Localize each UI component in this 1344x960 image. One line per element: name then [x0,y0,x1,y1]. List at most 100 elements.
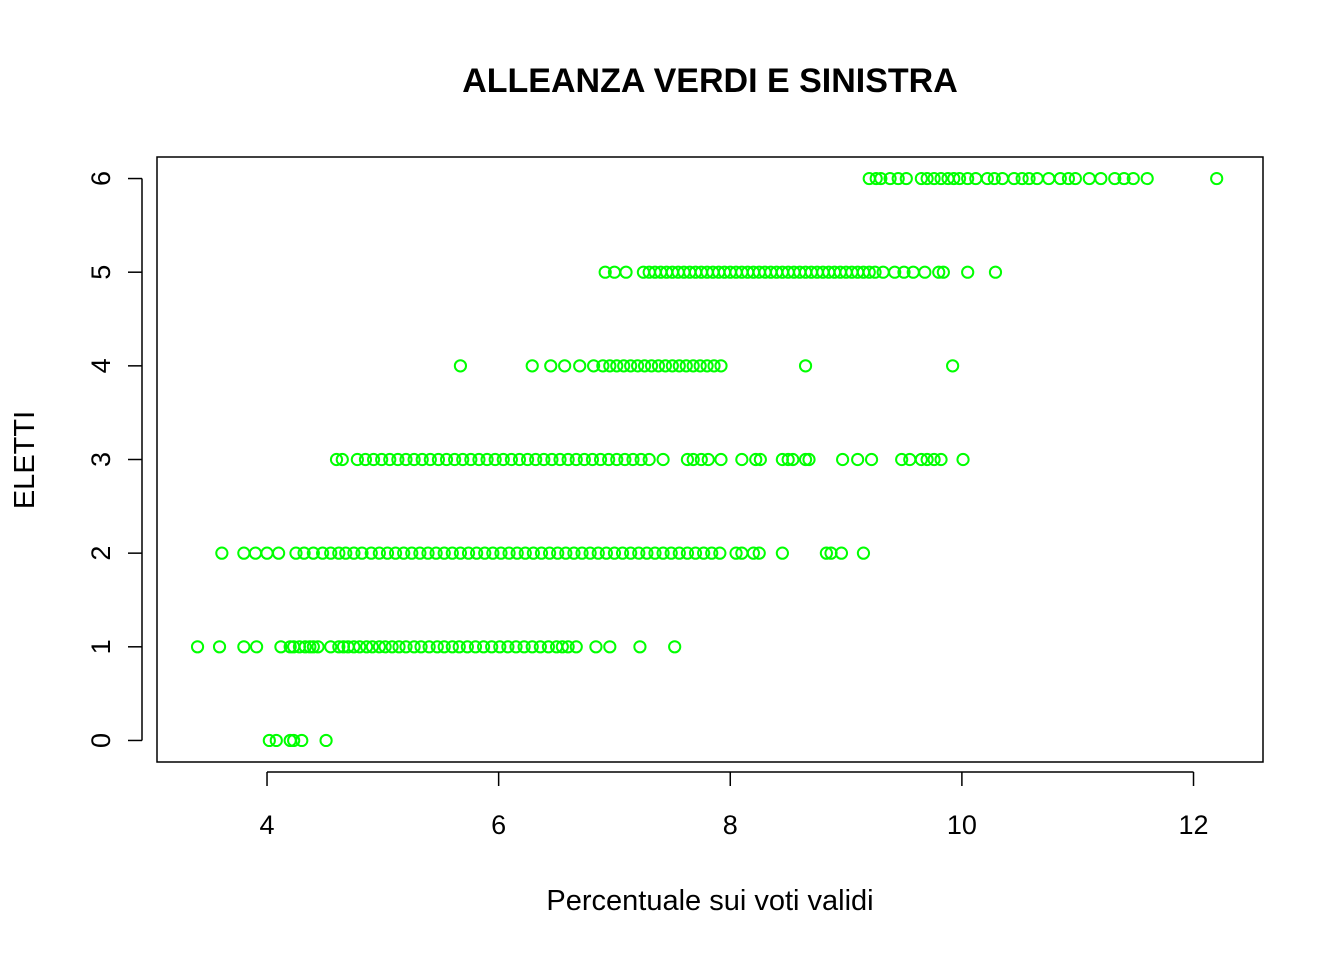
data-point [610,452,624,467]
data-point [493,640,507,654]
data-point [567,546,581,560]
data-point [472,452,486,467]
data-point [714,452,728,467]
plot-frame [156,156,1264,763]
data-point [364,546,378,560]
data-point [918,265,932,279]
data-point [298,640,312,654]
data-point [665,359,679,373]
data-point [496,452,510,467]
data-point [453,359,468,373]
data-point [936,265,950,279]
data-point [786,452,800,467]
data-point [701,452,715,467]
data-point [1015,171,1029,186]
data-point [407,452,421,467]
data-point [883,171,897,186]
data-point [537,452,551,467]
data-point [587,359,601,373]
data-point [836,452,850,467]
data-point [545,452,559,467]
data-point [585,452,600,467]
data-point [932,265,946,279]
data-point [517,640,531,654]
y-tick-label: 1 [86,639,116,654]
data-point [607,546,622,560]
data-point [891,171,905,186]
data-point [644,359,659,373]
data-point [509,640,523,654]
data-point [626,452,640,467]
data-point [851,452,865,467]
y-tick-label: 4 [86,358,116,373]
data-point [399,640,413,654]
data-point [249,640,264,654]
data-point [329,452,344,467]
data-point [287,733,301,748]
data-point [526,546,540,560]
data-point [603,359,617,373]
data-point [686,452,700,467]
data-point [934,452,948,467]
data-point [688,546,703,560]
data-point [617,359,631,373]
data-point [502,546,516,560]
data-point [947,171,961,186]
data-point [215,546,229,560]
data-point [525,359,539,373]
data-point [478,546,492,560]
data-point [391,452,405,467]
data-point [672,546,686,560]
data-point [753,452,767,467]
data-point [480,452,494,467]
data-point [1053,171,1067,186]
data-point [533,640,547,654]
data-point [388,546,403,560]
data-point [397,546,411,560]
data-point [414,640,428,654]
data-point [316,546,330,560]
data-point [752,546,766,560]
data-point [488,452,502,467]
data-point [961,265,975,279]
data-point [407,640,421,654]
data-point [686,359,700,373]
data-point [987,171,1001,186]
data-point [468,640,483,654]
data-point [637,359,652,373]
data-point [668,640,682,654]
data-point [634,452,648,467]
data-point [372,640,386,654]
data-point [544,359,558,373]
data-point [445,546,459,560]
data-point [980,171,994,186]
data-point [461,546,476,560]
data-point [589,640,603,654]
data-point [956,452,970,467]
data-point [237,640,251,654]
data-point [504,452,518,467]
data-point [920,171,934,186]
x-tick-label: 12 [1178,810,1208,840]
data-point [306,546,320,560]
x-axis-label: Percentuale sui voti validi [546,885,873,917]
data-point [713,546,727,560]
data-point [324,546,338,560]
data-point [272,546,286,560]
data-point [510,546,524,560]
data-point [212,640,227,654]
data-point [518,546,532,560]
data-point [610,359,624,373]
data-point [274,640,288,654]
data-point [399,452,413,467]
data-point [631,359,645,373]
data-point [591,546,605,560]
data-point [422,640,436,654]
data-point [927,452,941,467]
data-point [599,546,613,560]
data-point [680,452,695,467]
data-point [295,733,309,748]
data-point [423,452,437,467]
x-tick-label: 4 [260,810,275,840]
x-tick-label: 10 [947,810,977,840]
